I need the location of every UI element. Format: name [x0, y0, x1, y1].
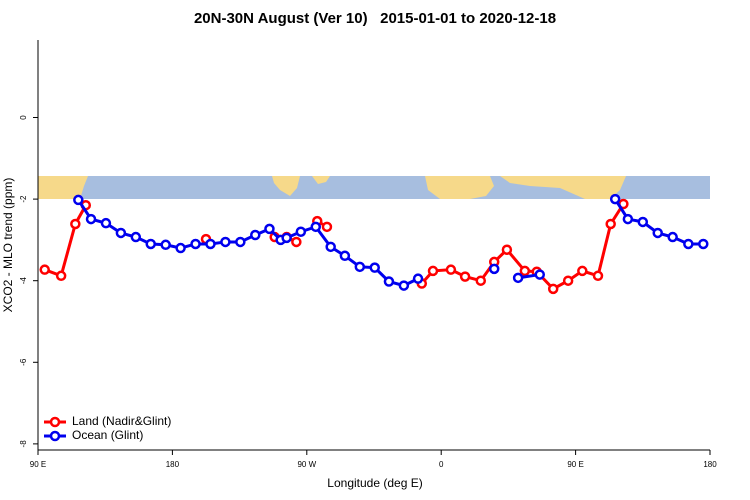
x-tick-label: 180: [703, 460, 717, 469]
data-point: [354, 261, 366, 273]
data-point: [512, 272, 524, 284]
data-point: [115, 227, 127, 239]
data-point: [652, 227, 663, 239]
data-point: [519, 265, 531, 277]
data-point: [475, 275, 487, 286]
data-point: [398, 280, 410, 291]
data-point: [291, 236, 302, 248]
data-point: [667, 231, 678, 243]
data-point: [547, 283, 559, 295]
y-tick-label: -4: [19, 277, 28, 285]
data-point: [205, 238, 216, 250]
data-point: [130, 231, 142, 243]
data-point: [562, 275, 574, 286]
data-point: [55, 270, 67, 282]
data-point: [220, 236, 231, 248]
x-tick-label: 0: [439, 460, 444, 469]
data-point: [235, 236, 246, 248]
data-point: [445, 264, 457, 275]
data-point: [281, 232, 292, 244]
data-point: [534, 269, 546, 280]
data-point: [605, 218, 616, 230]
legend-label: Ocean (Glint): [72, 428, 143, 442]
x-tick-label: 180: [166, 460, 180, 469]
x-tick-label: 90 E: [567, 460, 583, 469]
y-tick-label: -2: [19, 195, 28, 203]
data-point: [427, 265, 439, 277]
data-point: [622, 213, 634, 225]
data-point: [683, 238, 694, 250]
x-tick-label: 90 W: [297, 460, 316, 469]
data-point: [295, 226, 307, 237]
data-point: [73, 194, 84, 206]
chart-title: 20N-30N August (Ver 10) 2015-01-01 to 20…: [194, 10, 556, 27]
data-point: [637, 216, 649, 228]
y-tick-label: 0: [19, 115, 28, 120]
x-tick-label: 90 E: [30, 460, 46, 469]
data-point: [264, 223, 275, 235]
data-point: [160, 239, 171, 251]
data-point: [85, 213, 97, 225]
data-point: [325, 241, 336, 253]
legend-marker: [49, 416, 61, 428]
data-point: [369, 262, 380, 273]
data-point: [488, 263, 500, 275]
legend-label: Land (Nadir&Glint): [72, 414, 171, 428]
y-axis-label: XCO2 - MLO trend (ppm): [1, 178, 15, 313]
y-tick-label: -8: [19, 440, 28, 448]
data-point: [190, 238, 201, 250]
data-point: [145, 238, 156, 250]
data-point: [459, 271, 471, 282]
data-point: [698, 238, 709, 250]
legend-marker: [49, 430, 61, 442]
x-axis-label: Longitude (deg E): [327, 476, 422, 490]
data-point: [383, 276, 395, 287]
data-point: [100, 217, 112, 229]
data-point: [39, 264, 50, 275]
data-point: [250, 229, 261, 241]
data-point: [70, 218, 81, 230]
data-point: [310, 221, 322, 233]
data-point: [609, 193, 621, 205]
data-point: [321, 221, 333, 233]
y-tick-label: -6: [19, 358, 28, 366]
data-point: [175, 242, 186, 254]
data-point: [501, 244, 513, 255]
data-point: [339, 250, 351, 262]
data-point: [577, 265, 588, 277]
data-point: [412, 273, 424, 284]
map-strip: [38, 176, 710, 199]
data-point: [592, 270, 604, 282]
